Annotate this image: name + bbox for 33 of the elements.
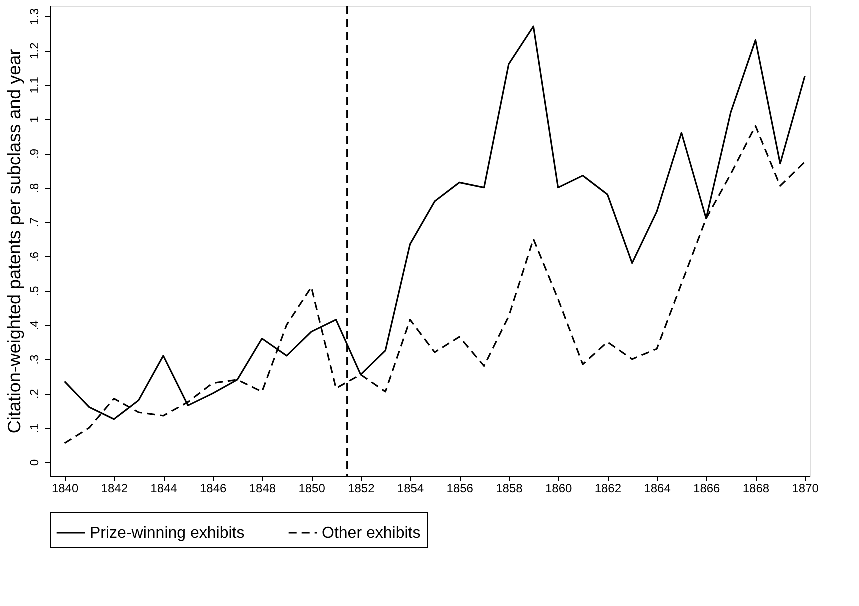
x-tick-label: 1852	[348, 482, 376, 496]
y-tick-label: .9	[28, 148, 42, 160]
y-tick-label: .7	[28, 217, 42, 228]
y-tick-label: 0	[28, 459, 42, 466]
x-tick-label: 1856	[446, 482, 474, 496]
x-tick-label: 1868	[742, 482, 770, 496]
x-tick-label: 1842	[101, 482, 128, 496]
x-tick-label: 1870	[792, 482, 820, 496]
y-tick-label: .4	[28, 320, 42, 331]
x-tick-label: 1850	[298, 482, 326, 496]
x-tick-label: 1864	[644, 482, 672, 496]
x-tick-label: 1844	[150, 482, 178, 496]
y-tick-label: .6	[28, 252, 42, 262]
y-tick-label: .5	[28, 286, 42, 296]
x-tick-label: 1854	[397, 482, 424, 496]
x-tick-label: 1848	[249, 482, 276, 496]
legend-label: Prize-winning exhibits	[90, 525, 245, 542]
y-tick-label: 1	[28, 116, 42, 124]
y-tick-label: .1	[28, 423, 42, 434]
y-tick-label: 1.2	[28, 42, 42, 60]
y-tick-label: .3	[28, 354, 42, 365]
y-tick-label: .8	[28, 183, 42, 194]
x-tick-label: 1858	[496, 482, 524, 496]
x-tick-label: 1840	[52, 482, 79, 496]
x-tick-label: 1866	[694, 482, 721, 496]
y-axis-title: Citation-weighted patents per subclass and year	[4, 49, 24, 434]
y-tick-label: .2	[28, 388, 42, 400]
x-tick-label: 1846	[200, 482, 228, 496]
legend-label: Other exhibits	[322, 525, 421, 542]
x-tick-label: 1862	[594, 482, 622, 496]
y-tick-label: 1.1	[28, 76, 42, 94]
y-tick-label: 1.3	[28, 8, 42, 26]
x-tick-label: 1860	[545, 482, 572, 496]
